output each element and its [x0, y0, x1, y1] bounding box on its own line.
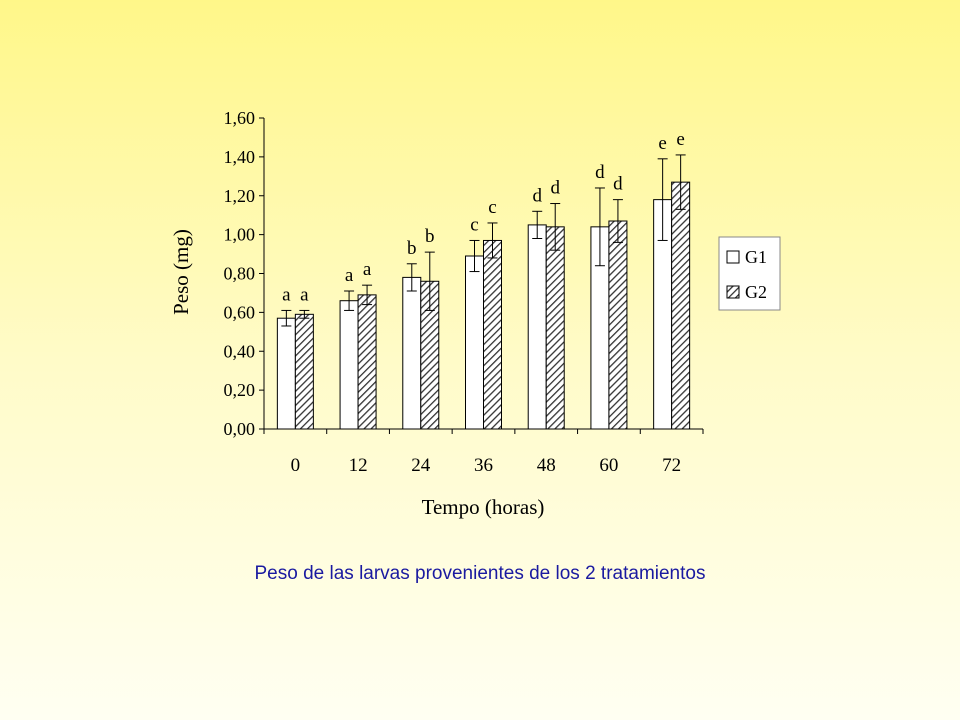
y-tick-label: 0,00 — [224, 419, 256, 439]
significance-label: d — [595, 162, 605, 183]
legend-label-g2: G2 — [745, 282, 767, 302]
bar-g2 — [483, 239, 502, 430]
bar-g2 — [545, 226, 565, 430]
legend-swatch-g1 — [726, 250, 740, 264]
y-tick-label: 1,60 — [224, 108, 256, 128]
x-axis-label: Tempo (horas) — [422, 495, 545, 519]
y-axis-label: Peso (mg) — [169, 229, 193, 315]
significance-label: d — [613, 174, 623, 195]
significance-label: e — [676, 129, 684, 150]
legend-label-g1: G1 — [745, 247, 767, 267]
bar-g2 — [357, 294, 377, 430]
significance-label: c — [488, 197, 496, 218]
significance-label: a — [300, 284, 309, 305]
bar-g1 — [527, 224, 547, 430]
significance-label: a — [282, 284, 291, 305]
y-tick-label: 1,20 — [224, 186, 256, 206]
chart-caption: Peso de las larvas provenientes de los 2… — [254, 563, 706, 584]
x-tick-label: 12 — [349, 455, 368, 476]
x-tick-label: 72 — [662, 455, 681, 476]
significance-label: a — [363, 259, 372, 280]
bar-g1 — [339, 300, 359, 430]
significance-label: b — [425, 226, 435, 247]
x-tick-label: 60 — [599, 455, 618, 476]
y-tick-label: 1,40 — [224, 147, 256, 167]
significance-label: d — [550, 178, 560, 199]
x-tick-label: 24 — [411, 455, 431, 476]
x-tick-label: 0 — [291, 455, 301, 476]
significance-label: d — [532, 185, 542, 206]
y-tick-label: 0,40 — [224, 341, 256, 361]
legend: G1 G2 — [718, 236, 781, 311]
x-tick-label: 36 — [474, 455, 493, 476]
significance-label: e — [658, 133, 666, 154]
y-tick-label: 1,00 — [224, 225, 256, 245]
significance-label: b — [407, 238, 417, 259]
bar-g2 — [671, 181, 691, 430]
legend-swatch-g2 — [726, 285, 740, 299]
bar-g1 — [402, 276, 422, 430]
y-tick-label: 0,60 — [224, 302, 256, 322]
y-tick-label: 0,80 — [224, 264, 256, 284]
y-tick-label: 0,20 — [224, 380, 256, 400]
bar-g2 — [294, 313, 314, 430]
bar-g1 — [465, 255, 484, 430]
significance-label: a — [345, 265, 354, 286]
significance-label: c — [470, 214, 478, 235]
bar-g2 — [608, 220, 628, 430]
bar-g1 — [276, 317, 296, 430]
x-tick-label: 48 — [537, 455, 556, 476]
